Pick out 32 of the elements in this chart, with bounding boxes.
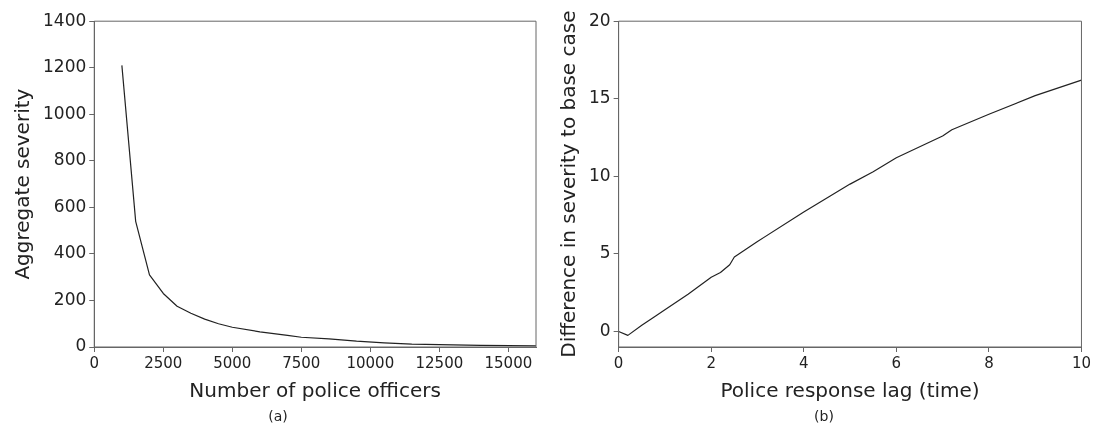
y-tick-label: 800 — [53, 149, 87, 170]
y-tick-label: 15 — [588, 87, 611, 108]
x-tick-label: 0 — [613, 353, 624, 372]
x-axis-title: Police response lag (time) — [720, 378, 980, 403]
y-tick-label: 10 — [588, 164, 611, 185]
x-tick-label: 7500 — [282, 353, 321, 372]
x-tick-label: 10 — [1071, 353, 1091, 372]
x-tick-label: 12500 — [415, 353, 464, 372]
x-tick-label: 10000 — [346, 353, 395, 372]
x-axis-title: Number of police officers — [189, 378, 441, 403]
y-axis-title: Difference in severity to base case — [556, 10, 581, 358]
y-tick-label: 200 — [53, 288, 87, 309]
y-axis-title: Aggregate severity — [10, 88, 35, 280]
y-tick-label: 0 — [75, 335, 87, 356]
text: (b) — [813, 408, 835, 424]
y-tick-label: 600 — [53, 195, 87, 216]
y-tick-label: 20 — [588, 9, 611, 30]
x-tick-label: 2 — [706, 353, 716, 372]
y-tick-label: 400 — [53, 242, 87, 263]
y-tick-label: 5 — [599, 242, 611, 263]
y-tick-label: 1400 — [43, 9, 87, 30]
x-tick-label: 8 — [984, 353, 994, 372]
x-tick-label: 5000 — [213, 353, 252, 372]
y-tick-label: 1200 — [43, 56, 87, 77]
text: (a) — [267, 408, 289, 424]
y-tick-label: 0 — [599, 319, 611, 340]
x-tick-label: 6 — [891, 353, 902, 372]
x-tick-label: 2500 — [144, 353, 183, 372]
y-tick-label: 1000 — [43, 102, 87, 123]
x-tick-label: 15000 — [484, 353, 533, 372]
x-tick-label: 0 — [89, 353, 100, 372]
x-tick-label: 4 — [798, 353, 809, 372]
